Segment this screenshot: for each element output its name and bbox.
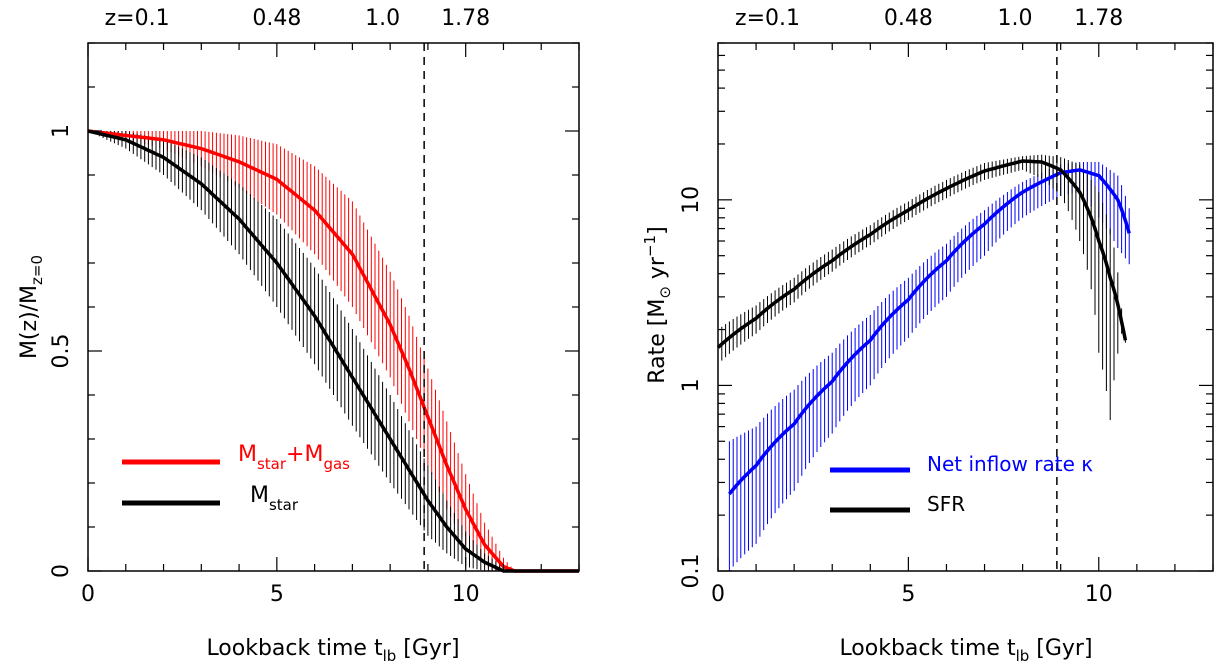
x-tick-label: 0	[81, 582, 95, 607]
sfr-error-bars	[717, 154, 1126, 421]
redshift-label: z=0.1	[105, 6, 170, 31]
inflow-series-line	[728, 168, 1131, 496]
x-tick-label: 5	[270, 582, 284, 607]
right-series-lines	[716, 159, 1131, 496]
right-error-bars	[717, 154, 1130, 571]
left-y-axis-title: M(z)/Mz=0	[17, 255, 46, 359]
left-y-ticks: 00.51	[49, 42, 579, 578]
right-y-axis-title: Rate [M⊙ yr−1]	[641, 226, 674, 383]
y-tick-label: 1	[679, 378, 704, 392]
left-legend: Mstar+Mgas Mstar	[122, 442, 350, 514]
left-series-lines	[87, 129, 579, 573]
redshift-label: 0.48	[884, 6, 933, 31]
total-series-line	[87, 129, 579, 573]
y-tick-label: 0.1	[679, 554, 704, 589]
right-legend: Net inflow rate κ SFR	[830, 452, 1093, 516]
left-x-axis-title: Lookback time tlb [Gyr]	[206, 636, 459, 665]
right-x-ticks: 0 5 10	[711, 43, 1214, 607]
left-redshift-axis: z=0.1 0.48 1.0 1.78	[105, 6, 491, 31]
legend-label-stellar-mass: Mstar	[250, 483, 299, 514]
legend-label-total-mass: Mstar+Mgas	[238, 442, 350, 473]
x-tick-label: 5	[901, 582, 915, 607]
redshift-label: 1.0	[365, 6, 400, 31]
right-chart-panel: 0 5 10 0.1 1 10 z=0.1 0.48 1.0 1.78 Lookback ti…	[641, 6, 1214, 665]
redshift-label: 1.78	[1074, 6, 1123, 31]
right-redshift-axis: z=0.1 0.48 1.0 1.78	[735, 6, 1123, 31]
x-tick-label: 0	[711, 582, 725, 607]
y-tick-label: 10	[679, 186, 704, 214]
legend-label-sfr: SFR	[927, 492, 965, 516]
y-tick-label: 1	[49, 124, 74, 138]
x-tick-label: 10	[1085, 582, 1113, 607]
y-tick-label: 0.5	[49, 334, 74, 369]
y-tick-label: 0	[49, 564, 74, 578]
right-plot-frame	[717, 42, 1214, 572]
left-x-ticks: 0 5 10	[81, 43, 580, 607]
x-tick-label: 10	[452, 582, 480, 607]
redshift-label: 1.0	[998, 6, 1033, 31]
sfr-series-line	[716, 159, 1128, 349]
redshift-label: 1.78	[441, 6, 490, 31]
stars-series-line	[87, 129, 579, 573]
legend-label-net-inflow: Net inflow rate κ	[927, 452, 1093, 476]
left-chart-panel: 0 5 10 00.51 z=0.1 0.48 1.0 1.78 Lookback tim…	[17, 6, 580, 665]
right-x-axis-title: Lookback time tlb [Gyr]	[839, 636, 1092, 665]
redshift-label: 0.48	[252, 6, 301, 31]
right-y-ticks: 0.1 1 10	[679, 42, 1213, 589]
redshift-label: z=0.1	[735, 6, 800, 31]
